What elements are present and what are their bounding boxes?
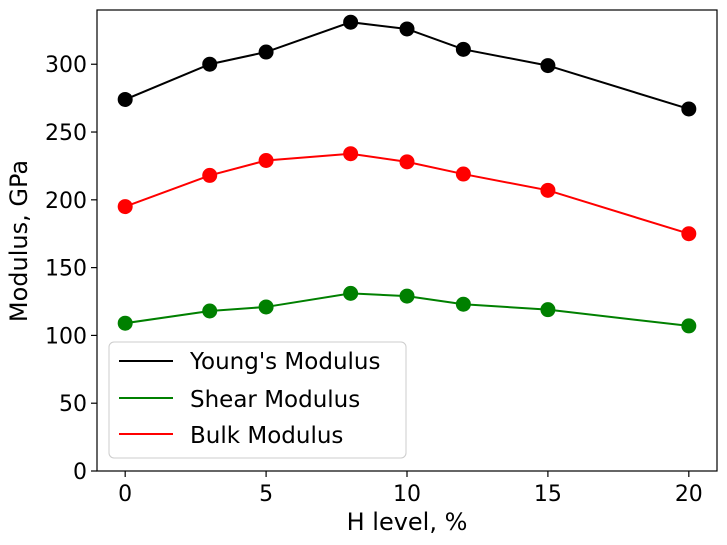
- data-point-young-s-modulus: [681, 101, 697, 117]
- x-tick-label: 15: [534, 482, 562, 507]
- legend-label-bulk: Bulk Modulus: [190, 423, 343, 449]
- data-point-shear-modulus: [258, 299, 274, 315]
- data-point-bulk-modulus: [681, 226, 697, 242]
- data-point-bulk-modulus: [202, 167, 218, 183]
- data-point-shear-modulus: [540, 302, 556, 318]
- y-tick-label: 250: [45, 121, 87, 146]
- data-point-bulk-modulus: [258, 153, 274, 169]
- data-point-young-s-modulus: [202, 56, 218, 72]
- data-point-bulk-modulus: [455, 166, 471, 182]
- series-line-bulk-modulus: [124, 152, 690, 235]
- y-tick-label: 50: [59, 392, 87, 417]
- y-tick-label: 200: [45, 189, 87, 214]
- data-point-young-s-modulus: [117, 91, 133, 107]
- y-tick-label: 150: [45, 257, 87, 282]
- x-tick-label: 0: [118, 482, 132, 507]
- y-axis: 0 50 100 150 200 250 300: [45, 53, 97, 485]
- legend: Young's Modulus Shear Modulus Bulk Modul…: [108, 341, 407, 459]
- y-tick-label: 100: [45, 324, 87, 349]
- data-point-bulk-modulus: [343, 146, 359, 162]
- data-point-young-s-modulus: [455, 41, 471, 57]
- data-point-shear-modulus: [202, 303, 218, 319]
- data-point-shear-modulus: [399, 288, 415, 304]
- data-point-young-s-modulus: [343, 14, 359, 30]
- data-point-young-s-modulus: [399, 21, 415, 37]
- x-tick-label: 20: [675, 482, 703, 507]
- y-tick-label: 0: [73, 460, 87, 485]
- plot-area: [117, 14, 697, 334]
- x-tick-label: 5: [259, 482, 273, 507]
- data-point-shear-modulus: [343, 285, 359, 301]
- data-point-bulk-modulus: [117, 199, 133, 215]
- y-axis-label: Modulus, GPa: [5, 160, 33, 322]
- x-tick-label: 10: [393, 482, 421, 507]
- legend-label-shear: Shear Modulus: [190, 387, 360, 413]
- legend-frame: [108, 341, 407, 459]
- data-point-young-s-modulus: [258, 44, 274, 60]
- data-point-shear-modulus: [455, 296, 471, 312]
- data-point-bulk-modulus: [399, 154, 415, 170]
- data-point-young-s-modulus: [540, 58, 556, 74]
- data-point-bulk-modulus: [540, 182, 556, 198]
- data-point-shear-modulus: [117, 315, 133, 331]
- x-axis-label: H level, %: [347, 508, 468, 536]
- x-axis: 0 5 10 15 20: [118, 471, 703, 507]
- series-line-shear-modulus: [125, 292, 689, 327]
- y-tick-label: 300: [45, 53, 87, 78]
- legend-label-young: Young's Modulus: [189, 349, 380, 375]
- data-point-shear-modulus: [681, 318, 697, 334]
- series-line-young-s-modulus: [124, 21, 690, 110]
